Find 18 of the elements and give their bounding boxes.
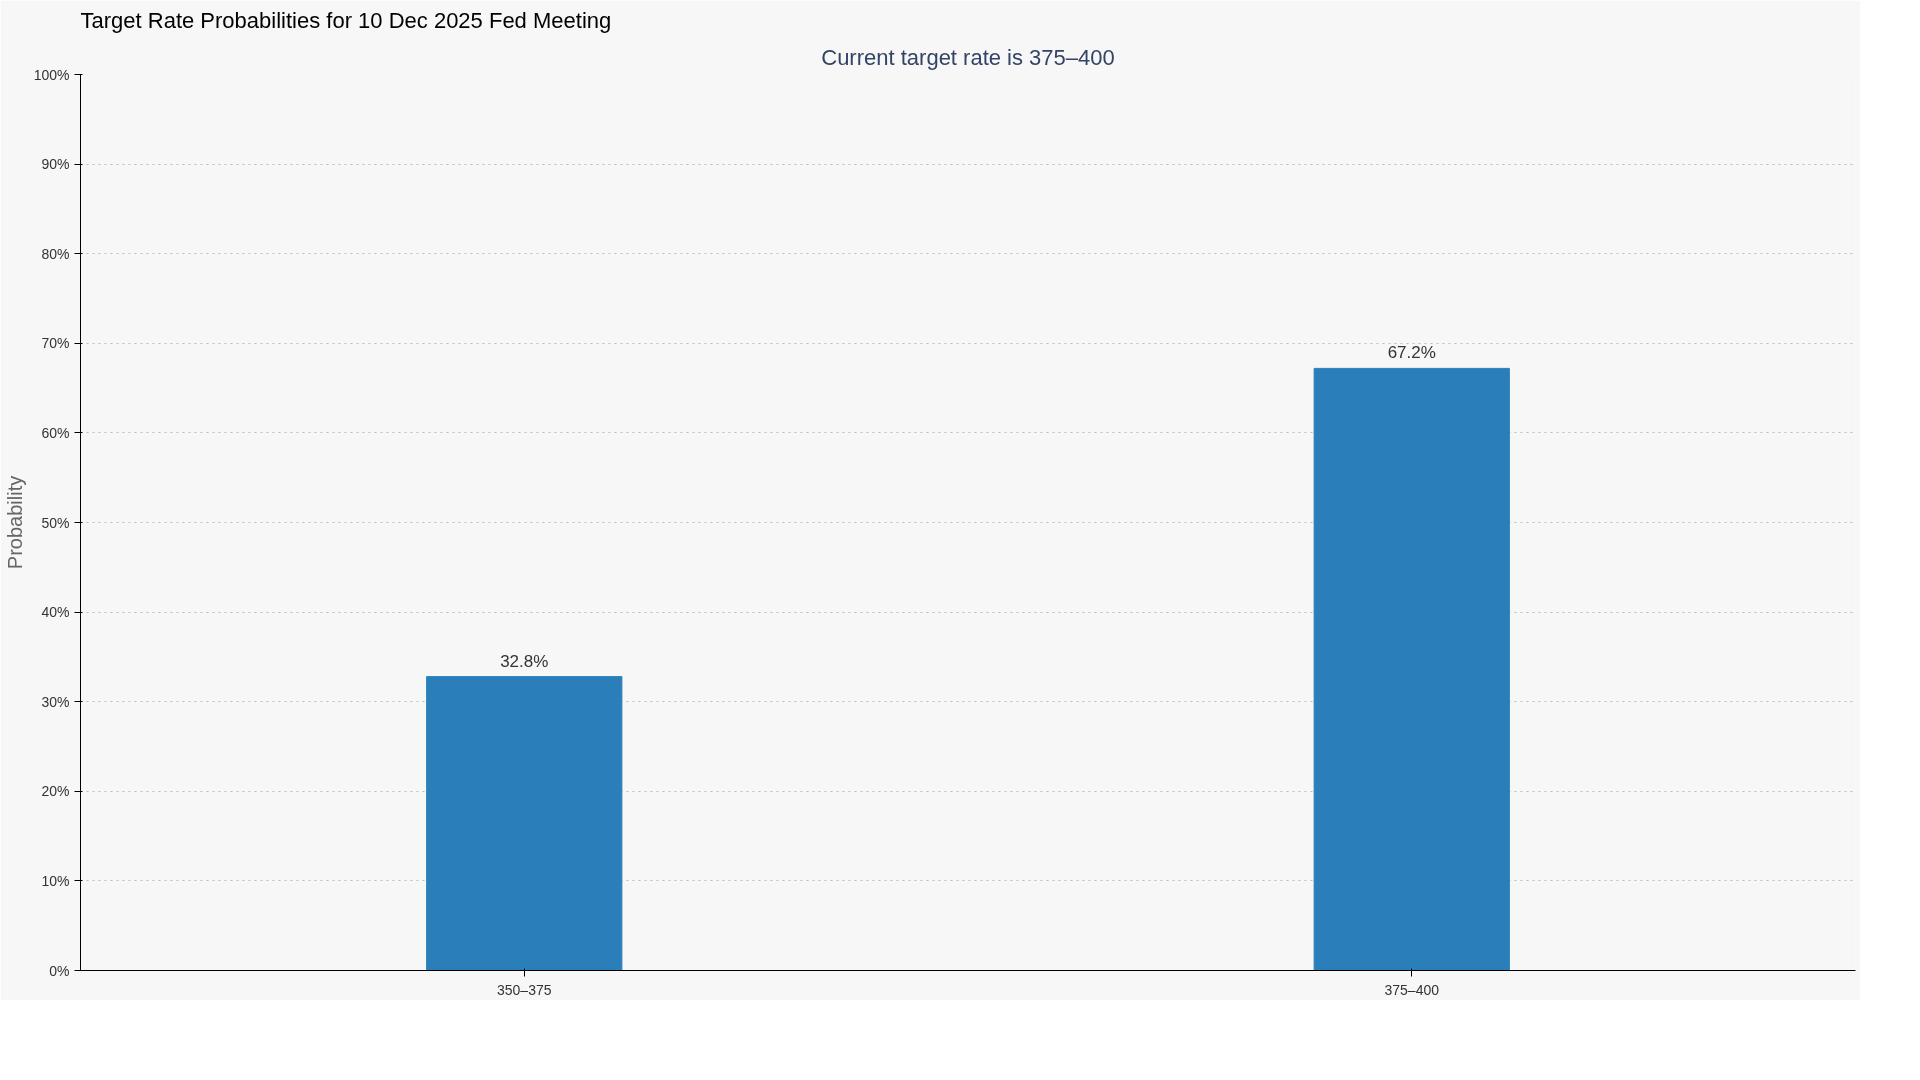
y-tick-label: 10% [41, 872, 70, 889]
y-tick-label: 0% [49, 962, 70, 979]
x-tick-label: 350–375 [497, 981, 552, 998]
y-tick-label: 100% [33, 66, 70, 83]
y-tick-label: 30% [41, 693, 70, 710]
x-tick-label: 375–400 [1384, 981, 1440, 998]
y-tick-label: 60% [41, 424, 70, 441]
y-tick-label: 90% [41, 156, 70, 173]
y-axis-title: Probability [3, 475, 26, 570]
y-tick-label: 70% [41, 335, 70, 352]
y-tick-label: 40% [41, 604, 70, 621]
data-label: 32.8% [500, 651, 549, 671]
chart-subtitle: Current target rate is 375–400 [821, 44, 1115, 70]
y-tick-label: 20% [41, 783, 70, 800]
y-tick-label: 80% [41, 245, 70, 262]
data-label: 67.2% [1387, 343, 1436, 363]
y-tick-label: 50% [41, 514, 70, 531]
chart-title: Target Rate Probabilities for 10 Dec 2025 Fed Meeting [80, 7, 612, 33]
